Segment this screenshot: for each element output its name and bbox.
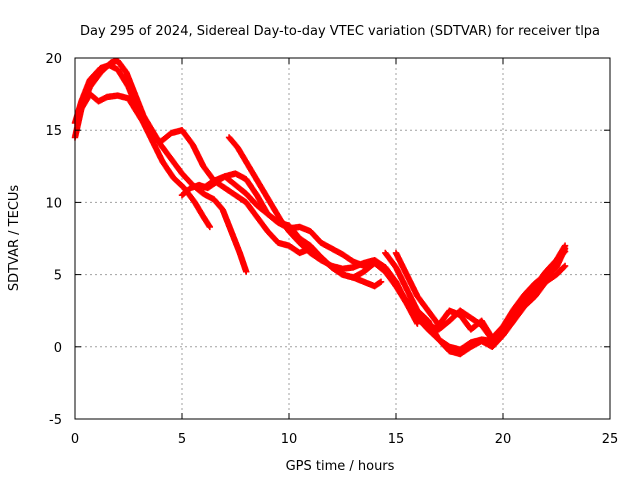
y-tick-label: 0 xyxy=(54,341,62,356)
x-tick-label: 10 xyxy=(281,432,298,447)
x-axis-label: GPS time / hours xyxy=(286,459,395,474)
x-tick-label: 5 xyxy=(178,432,186,447)
series-track-8 xyxy=(392,242,569,342)
y-tick-label: 10 xyxy=(45,196,62,211)
grid-lines xyxy=(75,58,610,419)
y-tick-label: 20 xyxy=(45,52,62,67)
y-tick-label: 5 xyxy=(54,269,62,284)
data-point xyxy=(561,262,569,270)
data-point xyxy=(414,320,421,327)
data-point xyxy=(206,223,214,231)
chart-title: Day 295 of 2024, Sidereal Day-to-day VTE… xyxy=(80,24,600,39)
series-track-6 xyxy=(200,173,421,327)
plot-frame xyxy=(74,57,611,420)
x-tick-label: 15 xyxy=(388,432,405,447)
axis-ticks: 0 5 10 15 20 25 -5 0 5 10 15 20 xyxy=(45,52,618,447)
data-point xyxy=(561,242,569,249)
x-tick-label: 20 xyxy=(495,432,512,447)
data-point xyxy=(377,278,385,286)
x-tick-label: 0 xyxy=(71,432,79,447)
y-axis-label: SDTVAR / TECUs xyxy=(7,185,22,292)
data-point xyxy=(560,263,568,271)
data-point xyxy=(243,268,250,275)
data-series xyxy=(71,57,569,358)
series-track-7 xyxy=(382,249,569,358)
x-tick-label: 25 xyxy=(602,432,619,447)
y-tick-label: -5 xyxy=(49,413,62,428)
y-tick-label: 15 xyxy=(45,124,62,139)
